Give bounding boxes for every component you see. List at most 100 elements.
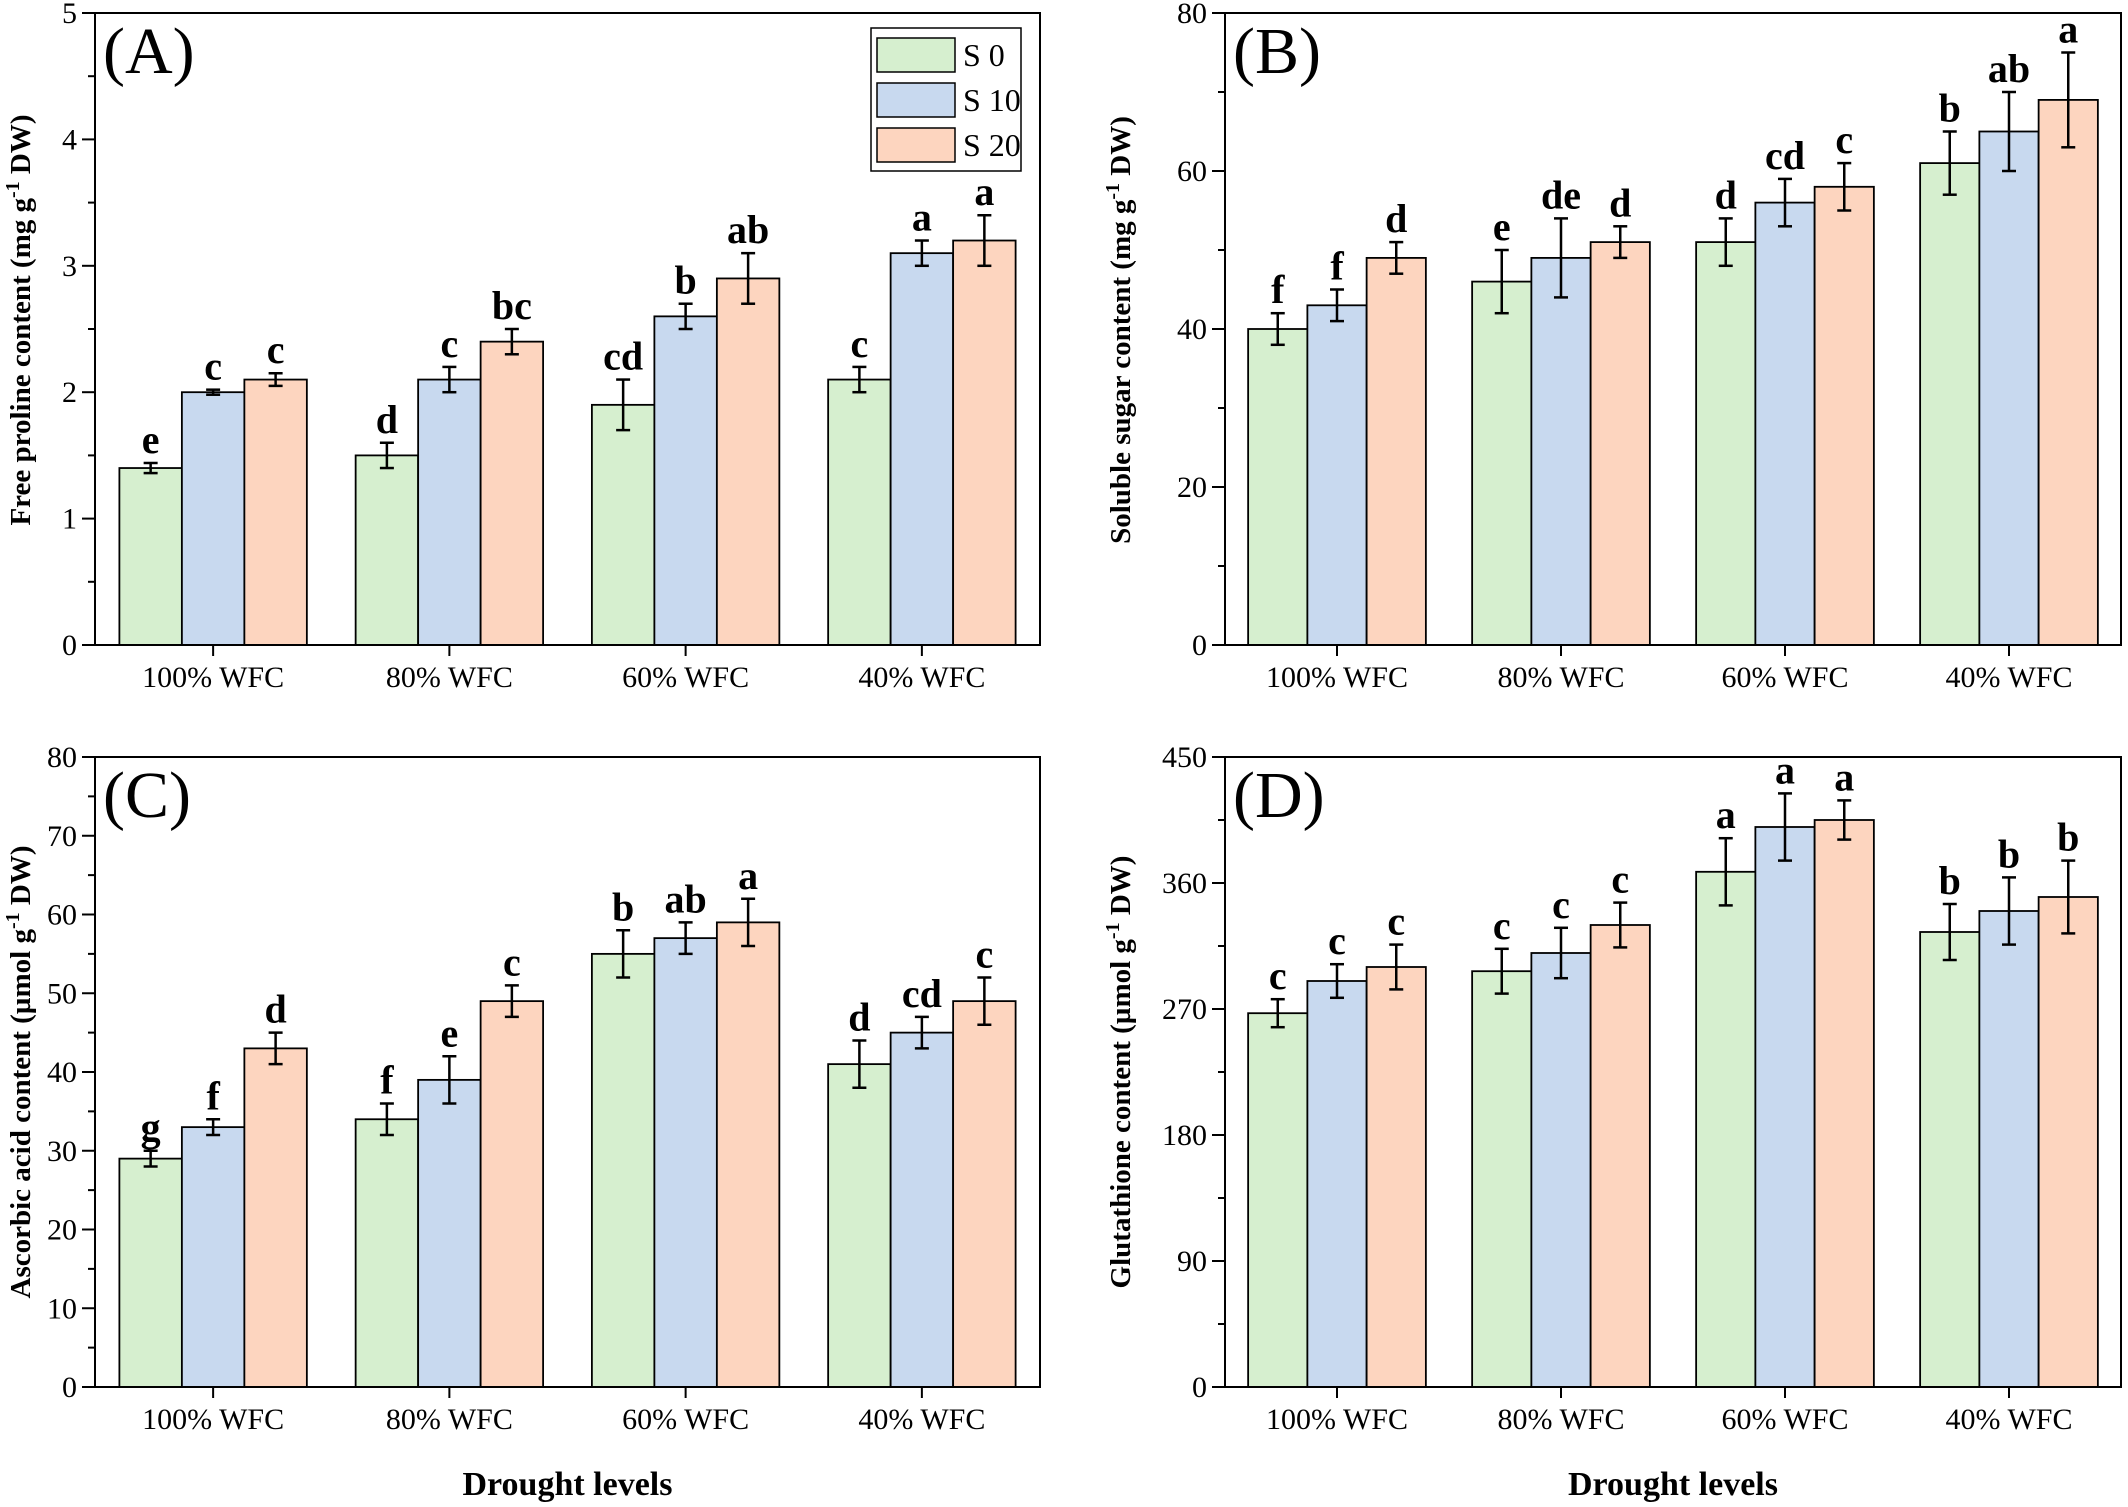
bar (118, 1157, 183, 1388)
y-tick-label: 4 (62, 123, 77, 156)
legend-label: S 0 (963, 37, 1005, 73)
bar (1813, 819, 1875, 1388)
significance-letter: a (2058, 7, 2078, 52)
significance-letter: c (1493, 903, 1511, 948)
significance-letter: c (440, 321, 458, 366)
bar (653, 315, 718, 646)
significance-letter: f (1271, 267, 1285, 312)
y-tick-label: 0 (1192, 629, 1207, 662)
legend-label: S 10 (963, 82, 1021, 118)
plot-frame (94, 12, 1041, 646)
significance-letter: d (264, 987, 286, 1032)
significance-letter: d (1715, 172, 1737, 217)
significance-letter: c (1835, 117, 1853, 162)
y-tick-label: 60 (47, 899, 77, 932)
bar (952, 1000, 1017, 1388)
significance-letter: c (1328, 918, 1346, 963)
x-tick-label: 100% WFC (1266, 661, 1408, 694)
significance-letter: a (912, 195, 932, 240)
significance-letter: cd (1765, 133, 1805, 178)
bar (417, 1078, 482, 1388)
bar (1247, 1012, 1309, 1388)
x-tick-label: 80% WFC (1498, 661, 1625, 694)
significance-letter: b (612, 884, 634, 929)
bar (827, 378, 892, 646)
significance-letter: e (142, 417, 160, 462)
plot-frame (94, 756, 1041, 1388)
y-axis-label-main: Free proline content (mg g (5, 198, 37, 526)
bar (952, 239, 1017, 646)
significance-letter: a (974, 169, 994, 214)
bar (2037, 99, 2099, 646)
bar (118, 467, 183, 646)
y-axis-label-unit: DW) (1105, 116, 1137, 183)
significance-letter: g (141, 1105, 161, 1150)
significance-letter: f (1330, 244, 1344, 289)
x-tick-label: 100% WFC (142, 1403, 284, 1436)
significance-letter: c (851, 321, 869, 366)
x-tick-label: 40% WFC (1946, 661, 2073, 694)
y-axis-label-unit: DW) (5, 114, 37, 181)
bar (1530, 256, 1592, 646)
bar (1919, 162, 1981, 646)
legend-label: S 20 (963, 127, 1021, 163)
bar (417, 378, 482, 646)
bar (1754, 201, 1816, 646)
y-axis-label-superscript: -1 (2, 912, 24, 929)
bar (1247, 328, 1309, 646)
significance-letter: c (1269, 953, 1287, 998)
x-tick-label: 80% WFC (386, 661, 513, 694)
significance-letter: cd (603, 334, 643, 379)
bar (889, 252, 955, 646)
y-axis-label-main: Soluble sugar content (mg g (1105, 199, 1137, 544)
y-axis-label-unit: DW) (1105, 856, 1137, 923)
y-tick-label: 80 (47, 741, 77, 774)
significance-letter: b (2057, 815, 2079, 860)
x-axis-label: Drought levels (1568, 1466, 1778, 1503)
bar (243, 1047, 308, 1388)
y-tick-label: 60 (1177, 155, 1207, 188)
y-tick-label: 20 (47, 1214, 77, 1247)
bar (590, 403, 656, 646)
significance-letter: f (380, 1058, 394, 1103)
bar (1919, 931, 1981, 1388)
bar (1754, 826, 1816, 1388)
panel-label: (A) (103, 15, 195, 88)
bar (715, 277, 781, 646)
y-tick-label: 0 (1192, 1371, 1207, 1404)
bar (1471, 970, 1533, 1388)
y-axis-label-superscript: -1 (1102, 183, 1124, 200)
significance-letter: d (376, 397, 398, 442)
panel-label: (C) (103, 759, 191, 832)
bar (1365, 256, 1427, 646)
significance-letter: e (440, 1010, 458, 1055)
x-tick-label: 80% WFC (1498, 1403, 1625, 1436)
x-tick-label: 100% WFC (1266, 1403, 1408, 1436)
y-tick-label: 270 (1162, 993, 1207, 1026)
x-tick-label: 40% WFC (858, 1403, 985, 1436)
y-tick-label: 2 (62, 376, 77, 409)
legend-swatch (876, 37, 956, 73)
bar (1530, 952, 1592, 1388)
x-tick-label: 60% WFC (622, 1403, 749, 1436)
y-tick-label: 70 (47, 820, 77, 853)
y-tick-label: 360 (1162, 867, 1207, 900)
significance-letter: a (1775, 747, 1795, 792)
y-tick-label: 50 (47, 977, 77, 1010)
significance-letter: cd (902, 971, 942, 1016)
significance-letter: c (1611, 857, 1629, 902)
x-tick-label: 80% WFC (386, 1403, 513, 1436)
y-axis-label: Free proline content (mg g-1 DW) (2, 114, 37, 525)
bar (1695, 870, 1757, 1388)
significance-letter: e (1493, 204, 1511, 249)
bar (243, 378, 308, 646)
x-tick-label: 100% WFC (142, 661, 284, 694)
significance-letter: d (848, 995, 870, 1040)
significance-letter: b (1998, 831, 2020, 876)
y-axis-label: Glutathione content (µmol g-1 DW) (1102, 856, 1137, 1289)
x-tick-label: 40% WFC (858, 661, 985, 694)
